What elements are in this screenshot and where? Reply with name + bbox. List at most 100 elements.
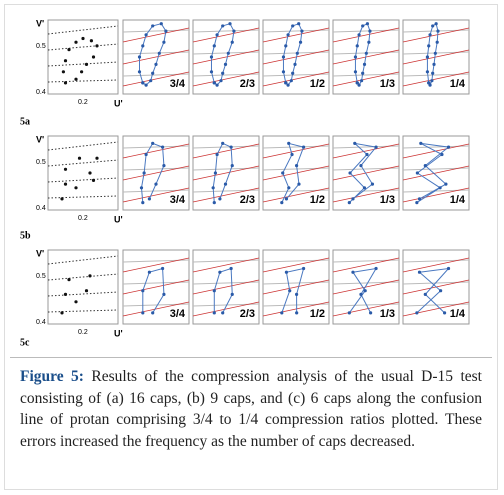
cap-dot <box>161 266 165 271</box>
cap-dot <box>221 311 225 315</box>
dotted-line <box>47 79 119 83</box>
confusion-line <box>332 143 400 159</box>
cap-dot <box>218 270 222 274</box>
cap-dot <box>417 270 422 274</box>
ratio-label: 1/4 <box>450 308 466 320</box>
cap-dot <box>77 156 82 160</box>
tick-label: 0.2 <box>78 99 88 106</box>
ratio-label: 2/3 <box>240 78 255 90</box>
cap-dot <box>280 201 284 205</box>
cap-dot <box>291 24 295 28</box>
cap-dot <box>433 51 437 55</box>
row-label: 5c <box>20 337 30 348</box>
cap-dot <box>223 182 228 186</box>
cap-dot <box>417 197 422 201</box>
cap-dot <box>151 71 155 75</box>
cap-dot <box>287 186 291 190</box>
confusion-line <box>262 49 330 65</box>
dotted-line <box>47 255 119 265</box>
cap-dot <box>428 33 432 37</box>
caption-text: Results of the compression analysis of t… <box>20 368 482 450</box>
cap-dot <box>144 83 148 87</box>
cap-dot <box>61 70 65 74</box>
confusion-line <box>192 27 260 43</box>
cap-dot <box>281 55 286 59</box>
cap-dot <box>212 44 216 48</box>
dotted-line <box>47 195 119 199</box>
cap-dot <box>151 311 155 315</box>
cap-dot <box>362 186 367 190</box>
cap-dot <box>63 292 68 296</box>
cap-dot <box>141 44 145 48</box>
ratio-label: 3/4 <box>170 194 186 206</box>
ratio-label: 3/4 <box>170 78 186 90</box>
cap-dot <box>355 44 359 48</box>
cap-dot <box>91 55 96 59</box>
confusion-line <box>262 301 330 317</box>
tick-label: 0.5 <box>36 43 46 50</box>
cap-dot <box>229 145 233 149</box>
cap-dot <box>215 152 219 157</box>
cap-dot <box>212 311 216 315</box>
figure-frame <box>4 4 498 490</box>
panel-box <box>122 19 190 95</box>
cap-dot <box>63 182 68 186</box>
dotted-line <box>47 159 119 167</box>
ratio-label: 1/3 <box>380 194 395 206</box>
cap-dot <box>63 59 68 63</box>
cap-dot <box>162 40 166 44</box>
cap-dot <box>446 145 451 149</box>
confusion-line <box>192 143 260 159</box>
cap-dot <box>353 55 358 59</box>
confusion-line <box>192 187 260 203</box>
cap-dot <box>293 62 297 66</box>
cap-dot <box>139 186 144 190</box>
confusion-line <box>122 71 190 87</box>
tick-label: 0.5 <box>36 273 46 280</box>
cap-dot <box>365 22 370 26</box>
cap-dot <box>363 289 367 293</box>
cap-dot <box>144 152 148 157</box>
confusion-line <box>192 279 260 295</box>
cap-dot <box>91 178 96 182</box>
cap-dot <box>284 270 289 274</box>
cap-dot <box>351 197 355 201</box>
cap-dot <box>423 164 427 168</box>
cap-dot <box>280 311 284 315</box>
cap-dot <box>154 182 158 186</box>
cap-dot <box>357 83 361 87</box>
cap-dot <box>301 145 306 149</box>
cap-dot <box>438 186 442 190</box>
cap-dot <box>74 300 78 304</box>
confusion-line <box>402 301 470 317</box>
cap-dot <box>298 40 303 44</box>
cap-dot <box>347 201 351 205</box>
cap-dot <box>287 141 291 145</box>
overview-box <box>47 249 119 325</box>
cap-dot <box>63 167 68 171</box>
confusion-line <box>122 49 190 65</box>
cap-dot <box>230 40 234 44</box>
cap-dot <box>80 70 84 74</box>
confusion-line <box>332 301 400 317</box>
cap-dot <box>288 289 292 293</box>
cap-dot <box>300 29 304 33</box>
axis-label: U' <box>114 214 123 224</box>
confusion-line <box>332 187 400 203</box>
cap-dot <box>359 164 363 168</box>
cap-dot <box>88 274 92 278</box>
confusion-line <box>122 279 190 295</box>
overview-box <box>47 19 119 95</box>
dotted-line <box>47 25 119 35</box>
cap-dot <box>431 24 435 28</box>
ratio-label: 1/2 <box>310 308 325 320</box>
cap-dot <box>63 81 68 85</box>
cap-dot <box>151 24 155 28</box>
cap-dot <box>218 197 222 201</box>
cap-dot <box>284 81 288 85</box>
cap-dot <box>151 141 155 145</box>
confusion-line <box>192 49 260 65</box>
cap-dot <box>81 36 85 41</box>
cap-dot <box>223 62 228 66</box>
cap-dot <box>164 29 168 33</box>
